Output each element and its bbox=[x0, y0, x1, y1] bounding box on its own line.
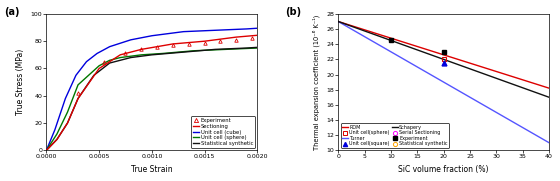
Experiment bbox=[388, 39, 394, 41]
Turner bbox=[526, 130, 533, 132]
Schapery bbox=[512, 84, 519, 87]
Turner bbox=[460, 92, 466, 94]
Schapery bbox=[460, 66, 467, 68]
Turner bbox=[460, 93, 467, 95]
Line: Schapery: Schapery bbox=[338, 22, 549, 97]
Line: Turner: Turner bbox=[338, 22, 549, 143]
Turner bbox=[546, 142, 553, 144]
Y-axis label: Thermal expansion coefficient (10⁻⁶ K⁻¹): Thermal expansion coefficient (10⁻⁶ K⁻¹) bbox=[313, 14, 320, 150]
ROM bbox=[335, 21, 342, 23]
X-axis label: SiC volume fraction (%): SiC volume fraction (%) bbox=[398, 165, 489, 174]
ROM bbox=[464, 61, 470, 63]
Text: (b): (b) bbox=[286, 7, 302, 17]
Schapery bbox=[460, 65, 466, 68]
Legend: Experiment, Sectioning, Unit cell (cube), Unit cell (sphere), Statistical synthe: Experiment, Sectioning, Unit cell (cube)… bbox=[191, 116, 255, 148]
Line: ROM: ROM bbox=[338, 22, 549, 88]
Turner bbox=[335, 21, 342, 23]
Schapery bbox=[464, 67, 470, 69]
ROM bbox=[335, 20, 342, 23]
Schapery bbox=[335, 20, 342, 23]
Text: (a): (a) bbox=[4, 7, 20, 17]
Line: Experiment: Experiment bbox=[389, 39, 446, 54]
ROM bbox=[512, 77, 519, 79]
Turner bbox=[512, 123, 519, 125]
ROM bbox=[526, 81, 533, 83]
ROM bbox=[460, 60, 467, 62]
Schapery bbox=[526, 89, 533, 91]
X-axis label: True Strain: True Strain bbox=[131, 165, 172, 174]
Legend: ROM, Unit cell(sphere), Turner, Unit cell(square), Schapery, Serial Sectioning, : ROM, Unit cell(sphere), Turner, Unit cel… bbox=[340, 123, 449, 148]
Experiment bbox=[440, 51, 447, 53]
Turner bbox=[464, 95, 470, 97]
Y-axis label: True Stress (MPa): True Stress (MPa) bbox=[16, 49, 25, 115]
Turner bbox=[335, 20, 342, 23]
ROM bbox=[546, 87, 553, 89]
Schapery bbox=[546, 96, 553, 98]
Schapery bbox=[335, 21, 342, 23]
ROM bbox=[460, 60, 466, 62]
